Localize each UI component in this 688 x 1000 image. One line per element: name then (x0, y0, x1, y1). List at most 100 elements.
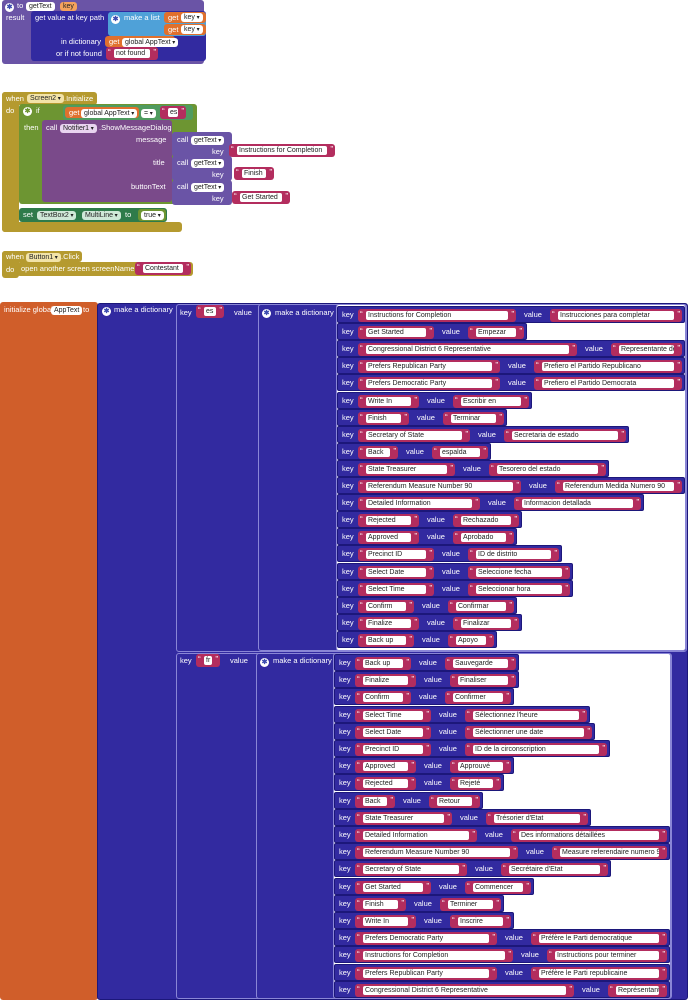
string-block[interactable]: “Precinct ID” (355, 743, 431, 756)
string-block[interactable]: “Finish” (358, 411, 409, 425)
string-block[interactable]: “Congressional District 6 Representative… (355, 983, 574, 997)
pair-row[interactable]: key “Secretary of State” value “Secrétaire … (334, 860, 611, 878)
pair-row[interactable]: key “Approved” value “Aprobado” (337, 528, 517, 546)
string-block[interactable]: “Select Date” (355, 725, 431, 739)
pair-row[interactable]: key “Instructions for Completion” value “In… (334, 946, 670, 964)
string-block[interactable]: “Back up” (355, 657, 411, 670)
string-block[interactable]: “Back” (355, 794, 395, 808)
gettext-dropdown[interactable]: getText (191, 159, 225, 168)
pair-row[interactable]: key “State Treasurer” value “Tesorero del e… (337, 459, 609, 477)
string-block[interactable]: “Seleccione fecha” (468, 565, 570, 579)
string-block[interactable]: “Tesorero del estado” (489, 462, 606, 476)
proc-name-field[interactable]: getText (26, 2, 55, 11)
pair-row[interactable]: key “Select Time” value “Sélectionnez l'heu… (334, 705, 590, 723)
string-block[interactable]: “Prefers Republican Party” (355, 966, 497, 980)
pair-row[interactable]: key “Write In” value “Escribir en” (337, 391, 532, 409)
global-apptext-dropdown[interactable]: global AppText (81, 109, 138, 118)
string-block[interactable]: “es” (160, 106, 186, 119)
equals-dropdown[interactable]: = (141, 109, 156, 118)
string-block[interactable]: “Referendum Measure Number 90” (355, 846, 518, 860)
string-block[interactable]: “Terminer” (440, 897, 501, 911)
pair-row[interactable]: key “Finalize” value “Finalizar” (337, 613, 522, 631)
string-block[interactable]: “Confirm” (355, 691, 411, 705)
string-block[interactable]: “Finalize” (355, 674, 416, 688)
pair-row[interactable]: key “Write In” value “Inscrire” (334, 912, 514, 929)
string-block[interactable]: “Terminar” (443, 411, 504, 425)
pair-row[interactable]: key “Select Date” value “Seleccione fecha” (337, 562, 573, 580)
global-init-block[interactable] (0, 302, 98, 1000)
string-block[interactable]: “Precinct ID” (358, 548, 434, 562)
string-block[interactable]: “Confirmar” (448, 599, 514, 613)
string-block[interactable]: “Seleccionar hora” (468, 582, 570, 596)
pair-row[interactable]: key “Prefers Democratic Party” value “Prefi… (337, 374, 685, 392)
string-block[interactable]: “espalda” (432, 445, 488, 459)
notifier-dropdown[interactable]: Notifier1 (60, 124, 97, 133)
string-block[interactable]: “Finish” (355, 897, 406, 911)
string-block[interactable]: “Representante del Distrito 6 del Congre… (611, 343, 682, 357)
pair-row[interactable]: key “Precinct ID” value “ID de la circonscr… (334, 740, 610, 757)
string-block[interactable]: “Instructions for Completion” (358, 309, 516, 322)
pair-row[interactable]: key “Prefers Democratic Party” value “Préfè… (334, 929, 670, 947)
call-notifier-block[interactable] (42, 120, 172, 202)
gear-icon[interactable]: ✱ (260, 658, 269, 667)
string-block[interactable]: “Rejected” (355, 777, 416, 791)
string-block[interactable]: “Secretary of State” (358, 428, 470, 442)
string-block[interactable]: “Referendum Measure Number 90” (358, 480, 521, 493)
button-dropdown[interactable]: Button1 (26, 253, 61, 262)
string-block[interactable]: “Get Started” (355, 880, 431, 894)
string-block[interactable]: “Confirm” (358, 599, 414, 613)
pair-row[interactable]: key “Rejected” value “Rechazado” (337, 511, 522, 529)
string-block[interactable]: “Finalize” (358, 616, 419, 630)
string-block[interactable]: “Prefers Democratic Party” (355, 932, 497, 946)
string-block[interactable]: “Prefiero el Partido Republicano” (534, 360, 682, 374)
pair-row[interactable]: key “Finish” value “Terminar” (337, 408, 507, 426)
pair-row[interactable]: key “Instructions for Completion” value “In… (337, 306, 685, 323)
string-block[interactable]: “Retour” (429, 794, 480, 808)
textbox-dropdown[interactable]: TextBox2 (37, 211, 77, 220)
string-block[interactable]: “Secrétaire d'Etat” (501, 863, 608, 877)
string-block[interactable]: “Write In” (355, 915, 416, 928)
global-apptext-dropdown[interactable]: global AppText (122, 38, 179, 47)
string-block[interactable]: “Rechazado” (453, 514, 519, 528)
string-block[interactable]: “Préfère le Parti democratique” (531, 932, 667, 946)
pair-row[interactable]: key “State Treasurer” value “Trésorier d'Et… (334, 808, 591, 826)
pair-row[interactable]: key “Confirm” value “Confirmer” (334, 688, 514, 706)
string-block[interactable]: “Measure referendaire numero 90” (552, 846, 667, 860)
string-block[interactable]: “Detailed Information” (355, 829, 477, 842)
string-block[interactable]: “Finaliser” (450, 674, 516, 688)
string-block[interactable]: “Instructions pour terminer” (547, 949, 667, 963)
pair-row[interactable]: key “Back” value “espalda” (337, 442, 491, 460)
string-block[interactable]: “Sauvegarde” (445, 657, 516, 670)
pair-row[interactable]: key “Confirm” value “Confirmar” (337, 596, 517, 614)
string-block[interactable]: “Rejeté” (450, 777, 501, 791)
pair-row[interactable]: key “Back up” value “Apoyo” (337, 630, 497, 648)
string-block[interactable]: “Instructions for Completion” (355, 949, 513, 963)
gear-icon[interactable]: ✱ (111, 15, 120, 24)
string-block[interactable]: “ID de la circonscription” (465, 743, 607, 756)
string-block[interactable]: “Back” (358, 445, 398, 459)
string-block[interactable]: “Select Time” (358, 582, 434, 596)
string-block[interactable]: “Select Date” (358, 565, 434, 579)
string-block[interactable]: “Finish” (234, 167, 274, 180)
pair-row[interactable]: key “Secretary of State” value “Secretaria … (337, 425, 629, 443)
pair-row[interactable]: key “Precinct ID” value “ID de distrito” (337, 545, 562, 563)
string-block[interactable]: “Detailed Information” (358, 497, 480, 511)
pair-row[interactable]: key “Back up” value “Sauvegarde” (334, 654, 519, 671)
string-block[interactable]: “Finalizar” (453, 616, 519, 630)
screen-dropdown[interactable]: Screen2 (27, 94, 64, 103)
pair-row[interactable]: key “Rejected” value “Rejeté” (334, 774, 504, 792)
string-block[interactable]: “es” (196, 305, 224, 318)
pair-row[interactable]: key “Prefers Republican Party” value “Préfè… (334, 963, 670, 981)
pair-row[interactable]: key “Referendum Measure Number 90” value “M… (334, 843, 670, 861)
gettext-dropdown[interactable]: getText (191, 183, 225, 192)
string-block[interactable]: “not found” (106, 47, 158, 60)
string-block[interactable]: “Secretary of State” (355, 863, 467, 877)
pair-row[interactable]: key “Finalize” value “Finaliser” (334, 671, 519, 689)
string-block[interactable]: “Instructions for Completion” (229, 144, 335, 157)
string-block[interactable]: “Commencer” (465, 880, 531, 894)
string-block[interactable]: “State Treasurer” (355, 811, 452, 825)
string-block[interactable]: “Prefers Democratic Party” (358, 377, 500, 391)
true-dropdown[interactable]: true (141, 211, 164, 220)
string-block[interactable]: “Des informations détaillées” (511, 829, 667, 842)
pair-row[interactable]: key “Finish” value “Terminer” (334, 894, 504, 912)
